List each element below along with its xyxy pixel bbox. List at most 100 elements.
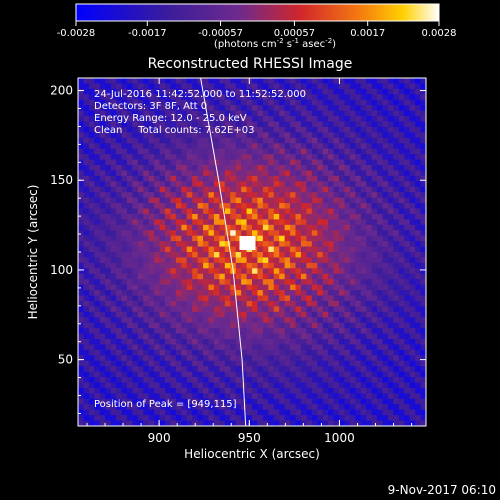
heatmap-cell (360, 235, 367, 242)
heatmap-cell (137, 110, 144, 117)
heatmap-cell (393, 224, 400, 231)
heatmap-cell (203, 404, 209, 411)
heatmap-cell (165, 322, 171, 329)
heatmap-cell (366, 246, 373, 253)
heatmap-cell (344, 132, 351, 139)
heatmap-cell (387, 224, 394, 231)
heatmap-cell (290, 170, 296, 177)
heatmap-cell (295, 273, 302, 280)
heatmap-cell (311, 137, 318, 144)
heatmap-cell (415, 311, 421, 318)
heatmap-cell (241, 170, 247, 177)
heatmap-cell (99, 175, 106, 182)
heatmap-cell (116, 360, 122, 367)
heatmap-cell (317, 377, 324, 383)
heatmap-cell (311, 208, 318, 215)
heatmap-cell (181, 241, 188, 247)
heatmap-cell (366, 404, 373, 411)
heatmap-cell (175, 241, 182, 247)
heatmap-cell (170, 279, 177, 286)
heatmap-cell (300, 203, 307, 209)
heatmap-cell (159, 306, 166, 313)
heatmap-cell (105, 360, 112, 367)
heatmap-cell (252, 126, 258, 133)
heatmap-cell (295, 132, 302, 139)
heatmap-cell (208, 116, 215, 122)
heatmap-cell (165, 360, 171, 367)
heatmap-cell (121, 387, 128, 394)
heatmap-cell (105, 279, 112, 286)
heatmap-cell (355, 349, 362, 356)
heatmap-cell (420, 175, 426, 182)
heatmap-cell (420, 295, 426, 302)
heatmap-cell (94, 377, 101, 383)
heatmap-cell (110, 159, 117, 166)
heatmap-cell (143, 328, 150, 334)
heatmap-cell (311, 371, 318, 378)
heatmap-cell (257, 241, 264, 247)
heatmap-cell (387, 415, 394, 421)
heatmap-cell (132, 344, 139, 351)
heatmap-cell (154, 143, 160, 150)
heatmap-cell (203, 333, 209, 340)
heatmap-cell (377, 148, 383, 155)
heatmap-cell (224, 393, 231, 400)
heatmap-cell (170, 105, 177, 112)
heatmap-cell (333, 262, 340, 269)
heatmap-cell (279, 279, 286, 286)
x-tick-label: 1000 (324, 431, 355, 445)
heatmap-cell (246, 273, 253, 280)
heatmap-cell (257, 88, 264, 95)
heatmap-cell (235, 415, 242, 421)
heatmap-cell (88, 349, 95, 356)
heatmap-cell (154, 137, 160, 144)
heatmap-cell (387, 148, 394, 155)
heatmap-cell (290, 197, 296, 204)
heatmap-cell (355, 219, 362, 226)
heatmap-cell (186, 88, 193, 95)
heatmap-cell (409, 116, 416, 122)
heatmap-cell (78, 165, 84, 171)
heatmap-cell (333, 295, 340, 302)
heatmap-cell (208, 339, 215, 345)
heatmap-cell (328, 349, 334, 356)
heatmap-cell (99, 143, 106, 150)
heatmap-cell (382, 339, 389, 345)
heatmap-cell (165, 197, 171, 204)
heatmap-cell (159, 268, 166, 275)
heatmap-cell (273, 78, 280, 84)
heatmap-cell (262, 262, 269, 269)
heatmap-cell (105, 252, 112, 258)
heatmap-cell (300, 110, 307, 117)
heatmap-cell (268, 306, 275, 313)
heatmap-cell (366, 355, 373, 362)
heatmap-cell (170, 377, 177, 383)
heatmap-cell (241, 132, 247, 139)
heatmap-cell (110, 148, 117, 155)
heatmap-cell (246, 409, 253, 416)
heatmap-cell (393, 328, 400, 334)
heatmap-cell (339, 306, 345, 313)
heatmap-cell (300, 382, 307, 389)
heatmap-cell (360, 295, 367, 302)
heatmap-cell (121, 328, 128, 334)
y-tick-label: 50 (58, 353, 73, 367)
heatmap-cell (317, 268, 324, 275)
heatmap-cell (246, 224, 253, 231)
heatmap-cell (132, 126, 139, 133)
heatmap-cell (344, 262, 351, 269)
heatmap-cell (398, 148, 405, 155)
heatmap-cell (230, 159, 237, 166)
heatmap-cell (328, 137, 334, 144)
heatmap-cell (203, 268, 209, 275)
heatmap-cell (344, 344, 351, 351)
heatmap-cell (300, 78, 307, 84)
heatmap-cell (224, 143, 231, 150)
heatmap-cell (382, 235, 389, 242)
heatmap-cell (203, 279, 209, 286)
heatmap-cell (110, 116, 117, 122)
heatmap-cell (377, 409, 383, 416)
heatmap-cell (121, 415, 128, 421)
heatmap-cell (208, 246, 215, 253)
heatmap-cell (126, 284, 133, 291)
